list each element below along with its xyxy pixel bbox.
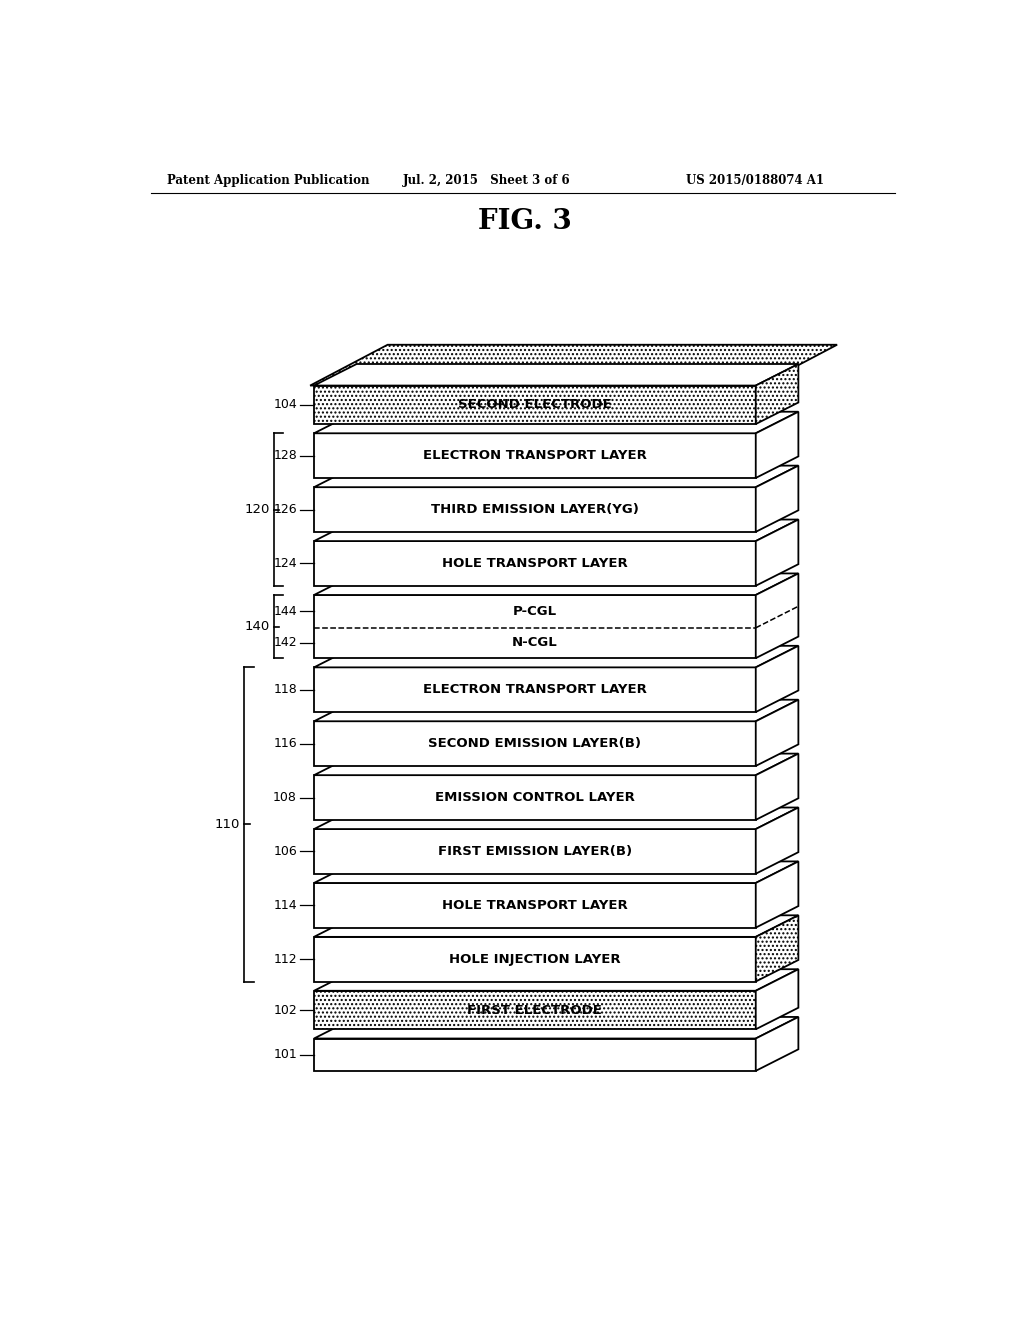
Polygon shape (314, 700, 799, 721)
Polygon shape (314, 883, 756, 928)
Text: SECOND ELECTRODE: SECOND ELECTRODE (458, 399, 611, 412)
Polygon shape (314, 862, 799, 883)
Polygon shape (314, 364, 799, 385)
Polygon shape (756, 915, 799, 982)
Polygon shape (756, 645, 799, 711)
Text: 116: 116 (273, 737, 297, 750)
Polygon shape (756, 700, 799, 766)
Text: EMISSION CONTROL LAYER: EMISSION CONTROL LAYER (435, 791, 635, 804)
Polygon shape (314, 829, 756, 874)
Text: 114: 114 (273, 899, 297, 912)
Polygon shape (314, 385, 756, 424)
Polygon shape (314, 991, 756, 1030)
Text: 126: 126 (273, 503, 297, 516)
Polygon shape (314, 754, 799, 775)
Text: 101: 101 (273, 1048, 297, 1061)
Polygon shape (314, 520, 799, 541)
Polygon shape (756, 1016, 799, 1071)
Text: HOLE TRANSPORT LAYER: HOLE TRANSPORT LAYER (442, 899, 628, 912)
Text: 106: 106 (273, 845, 297, 858)
Polygon shape (756, 754, 799, 820)
Polygon shape (314, 915, 799, 937)
Polygon shape (310, 345, 838, 385)
Polygon shape (314, 412, 799, 433)
Text: P-CGL: P-CGL (513, 605, 557, 618)
Polygon shape (314, 573, 799, 595)
Polygon shape (314, 595, 756, 659)
Polygon shape (756, 573, 799, 659)
Text: 128: 128 (273, 449, 297, 462)
Text: FIRST ELECTRODE: FIRST ELECTRODE (467, 1003, 602, 1016)
Polygon shape (314, 466, 799, 487)
Polygon shape (756, 808, 799, 874)
Polygon shape (314, 937, 756, 982)
Text: 102: 102 (273, 1003, 297, 1016)
Text: ELECTRON TRANSPORT LAYER: ELECTRON TRANSPORT LAYER (423, 449, 647, 462)
Polygon shape (314, 645, 799, 668)
Text: 104: 104 (273, 399, 297, 412)
Text: 140: 140 (245, 620, 270, 634)
Text: HOLE TRANSPORT LAYER: HOLE TRANSPORT LAYER (442, 557, 628, 570)
Text: N-CGL: N-CGL (512, 636, 558, 649)
Text: HOLE INJECTION LAYER: HOLE INJECTION LAYER (450, 953, 621, 966)
Polygon shape (314, 808, 799, 829)
Polygon shape (756, 520, 799, 586)
Text: ELECTRON TRANSPORT LAYER: ELECTRON TRANSPORT LAYER (423, 684, 647, 696)
Text: 142: 142 (273, 636, 297, 649)
Polygon shape (314, 541, 756, 586)
Polygon shape (314, 775, 756, 820)
Polygon shape (756, 364, 799, 424)
Polygon shape (314, 1039, 756, 1071)
Text: Patent Application Publication: Patent Application Publication (167, 174, 370, 187)
Polygon shape (314, 1016, 799, 1039)
Text: Jul. 2, 2015   Sheet 3 of 6: Jul. 2, 2015 Sheet 3 of 6 (403, 174, 570, 187)
Text: SECOND EMISSION LAYER(B): SECOND EMISSION LAYER(B) (428, 737, 641, 750)
Text: 112: 112 (273, 953, 297, 966)
Text: 144: 144 (273, 605, 297, 618)
Polygon shape (314, 668, 756, 711)
Text: 108: 108 (273, 791, 297, 804)
Polygon shape (756, 862, 799, 928)
Polygon shape (314, 487, 756, 532)
Polygon shape (756, 466, 799, 532)
Polygon shape (756, 969, 799, 1030)
Polygon shape (314, 969, 799, 991)
Text: 120: 120 (245, 503, 270, 516)
Text: FIRST EMISSION LAYER(B): FIRST EMISSION LAYER(B) (438, 845, 632, 858)
Text: THIRD EMISSION LAYER(YG): THIRD EMISSION LAYER(YG) (431, 503, 639, 516)
Text: 124: 124 (273, 557, 297, 570)
Polygon shape (314, 433, 756, 478)
Polygon shape (314, 721, 756, 766)
Polygon shape (756, 412, 799, 478)
Text: FIG. 3: FIG. 3 (478, 209, 571, 235)
Text: 110: 110 (215, 818, 241, 832)
Text: 118: 118 (273, 684, 297, 696)
Text: US 2015/0188074 A1: US 2015/0188074 A1 (686, 174, 824, 187)
